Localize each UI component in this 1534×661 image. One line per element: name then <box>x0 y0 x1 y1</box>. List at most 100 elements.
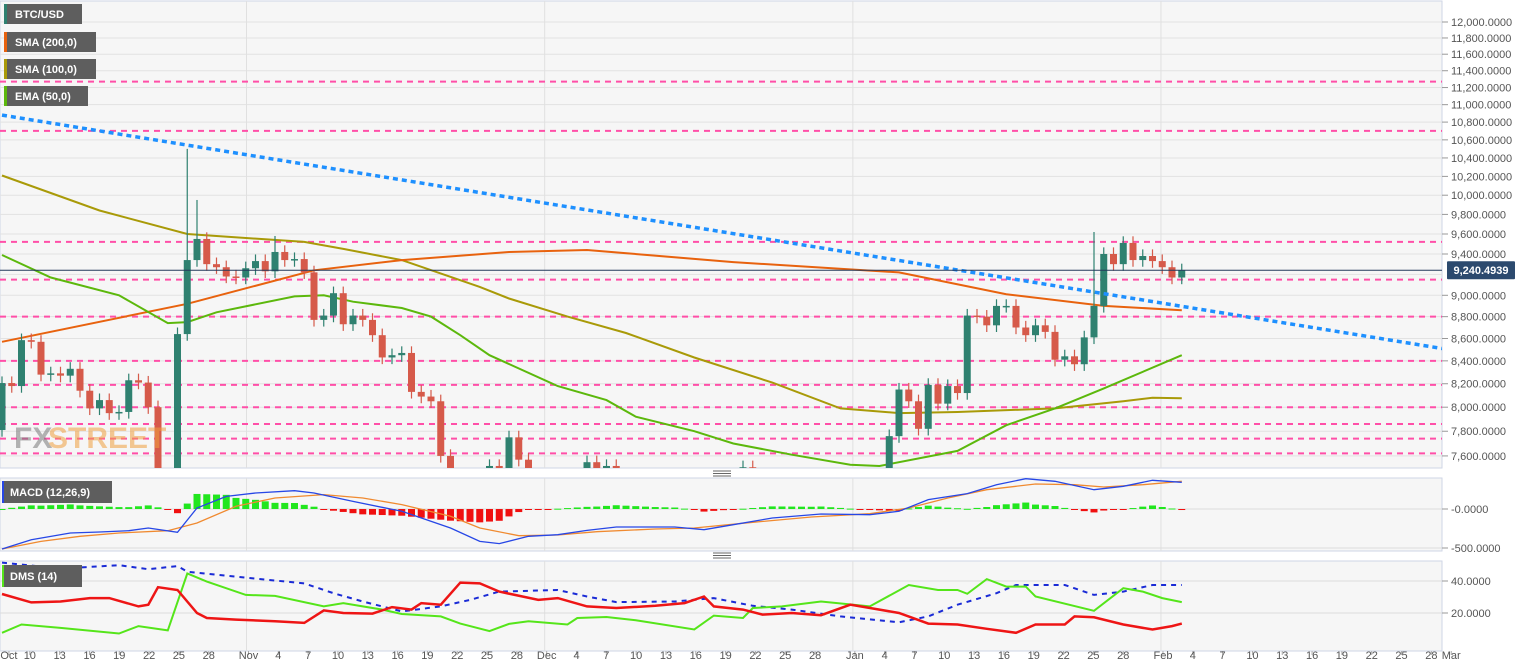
macd-histogram-bar <box>564 508 571 510</box>
x-tick-label: 25 <box>1087 650 1099 661</box>
macd-histogram-bar <box>837 507 844 509</box>
y-tick-label: 10,600.0000 <box>1451 135 1512 147</box>
candle-bearish <box>427 389 435 408</box>
candle-bearish <box>232 269 240 285</box>
macd-histogram-bar <box>807 506 815 509</box>
macd-histogram-bar <box>417 509 425 518</box>
pane-resize-handle-icon[interactable] <box>713 552 731 559</box>
candle-body <box>213 264 220 268</box>
macd-histogram-bar <box>505 509 513 517</box>
x-tick-label: 13 <box>1276 650 1288 661</box>
candle-body <box>193 238 201 261</box>
macd-histogram-bar <box>915 507 922 509</box>
candle-body <box>915 401 922 429</box>
candle-body <box>954 386 961 394</box>
candle-bearish <box>749 460 757 468</box>
legend-sma100[interactable]: SMA (100,0) <box>4 59 96 79</box>
pane-resize-handle-icon[interactable] <box>713 470 731 477</box>
macd-histogram-bar <box>203 494 211 509</box>
macd-histogram-bar <box>1110 509 1117 511</box>
candle-body <box>583 462 591 468</box>
candle-bearish <box>408 346 415 399</box>
legend-macd[interactable]: MACD (12,26,9) <box>2 481 112 503</box>
macd-histogram-bar <box>378 509 386 516</box>
x-tick-label: 28 <box>809 650 821 661</box>
x-tick-label: 16 <box>391 650 403 661</box>
macd-histogram-bar <box>856 509 864 510</box>
candle-bearish <box>417 385 425 404</box>
macd-pane[interactable] <box>0 477 1443 552</box>
candle-body <box>739 467 747 468</box>
macd-histogram-bar <box>57 504 64 509</box>
candle-bullish <box>603 459 610 468</box>
candle-body <box>310 272 318 320</box>
y-tick-label: 8,200.0000 <box>1451 379 1506 391</box>
legend-label: BTC/USD <box>15 9 64 21</box>
y-tick-label: 11,200.0000 <box>1451 83 1511 95</box>
candle-body <box>905 389 913 402</box>
candle-body <box>1158 261 1166 268</box>
macd-histogram-bar <box>105 506 113 509</box>
macd-histogram-bar <box>1158 506 1166 509</box>
y-tick-label: 11,600.0000 <box>1451 49 1511 61</box>
legend-btcusd[interactable]: BTC/USD <box>4 4 82 24</box>
candle-bullish <box>1002 299 1010 313</box>
macd-histogram-bar <box>486 509 493 522</box>
candle-body <box>924 384 932 429</box>
x-tick-label: 7 <box>305 650 311 661</box>
legend-dms[interactable]: DMS (14) <box>2 565 82 587</box>
candle-body <box>895 389 903 437</box>
candle-body <box>27 340 35 342</box>
y-tick-label: 10,800.0000 <box>1451 117 1512 129</box>
x-tick-label: 16 <box>83 650 95 661</box>
macd-histogram-bar <box>96 506 103 509</box>
candle-body <box>86 390 94 409</box>
candle-bearish <box>105 393 113 420</box>
macd-histogram-bar <box>125 507 133 509</box>
x-tick-label: Feb <box>1153 650 1172 661</box>
legend-sma200[interactable]: SMA (200,0) <box>4 32 96 52</box>
y-tick-label: 9,400.0000 <box>1451 249 1506 261</box>
macd-histogram-bar <box>135 506 142 509</box>
x-tick-label: 19 <box>1028 650 1040 661</box>
candle-body <box>1080 337 1088 365</box>
legend-label: EMA (50,0) <box>15 91 71 103</box>
candle-bearish <box>37 335 45 382</box>
macd-histogram-bar <box>749 507 757 509</box>
candle-body <box>525 459 532 468</box>
candle-bullish <box>0 376 6 437</box>
legend-color-swatch <box>4 59 7 79</box>
candle-bearish <box>915 394 922 436</box>
candle-bullish <box>739 460 747 468</box>
macd-histogram-bar <box>369 509 376 515</box>
macd-histogram-bar <box>300 504 308 509</box>
candle-bearish <box>222 260 230 284</box>
candle-body <box>144 382 152 408</box>
dms-y-tick-label: 20.0000 <box>1451 608 1491 620</box>
candle-bearish <box>612 459 620 468</box>
macd-histogram-bar <box>1032 504 1039 509</box>
y-tick-label: 8,600.0000 <box>1451 333 1506 345</box>
price-plot <box>0 80 1442 468</box>
macd-histogram-bar <box>1090 509 1098 513</box>
macd-histogram-bar <box>398 509 406 516</box>
candle-bullish <box>271 235 279 278</box>
macd-histogram-bar <box>944 507 952 509</box>
legend-ema50[interactable]: EMA (50,0) <box>4 86 88 106</box>
candle-body <box>1149 256 1156 262</box>
macd-histogram-bar <box>1178 509 1186 511</box>
macd-histogram-bar <box>466 509 474 522</box>
candle-bullish <box>944 379 952 411</box>
main-price-pane[interactable] <box>0 0 1443 469</box>
x-tick-label: 4 <box>882 650 888 661</box>
current-price-badge <box>1447 261 1515 280</box>
candle-bearish <box>310 265 318 327</box>
macd-histogram-bar <box>700 509 708 512</box>
candle-body <box>76 368 84 391</box>
candle-bearish <box>76 362 84 398</box>
candle-body <box>1002 305 1010 308</box>
candle-bearish <box>8 376 16 393</box>
candle-bearish <box>1129 236 1137 267</box>
x-tick-label: 7 <box>603 650 609 661</box>
